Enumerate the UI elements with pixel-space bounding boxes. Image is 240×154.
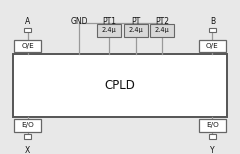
Bar [14,119,42,132]
Bar [124,24,148,37]
Text: E/O: E/O [21,122,34,128]
Text: B: B [210,17,215,26]
Text: GND: GND [71,17,88,26]
Bar [209,28,216,32]
Bar [24,28,31,32]
Text: X: X [25,146,30,154]
Bar [24,134,31,139]
Text: 2.4μ: 2.4μ [128,27,143,33]
Text: O/E: O/E [206,43,219,49]
Text: E/O: E/O [206,122,219,128]
Text: Y: Y [210,146,215,154]
Text: CPLD: CPLD [105,79,135,92]
Bar [199,119,226,132]
Bar [199,40,226,52]
Text: PT2: PT2 [155,17,169,26]
Bar [13,55,227,117]
Text: 2.4μ: 2.4μ [155,27,169,33]
Text: PT1: PT1 [102,17,116,26]
Text: A: A [25,17,30,26]
Bar [209,134,216,139]
Bar [14,40,42,52]
Text: PT: PT [131,17,140,26]
Bar [150,24,174,37]
Bar [97,24,121,37]
Text: O/E: O/E [21,43,34,49]
Text: 2.4μ: 2.4μ [102,27,117,33]
